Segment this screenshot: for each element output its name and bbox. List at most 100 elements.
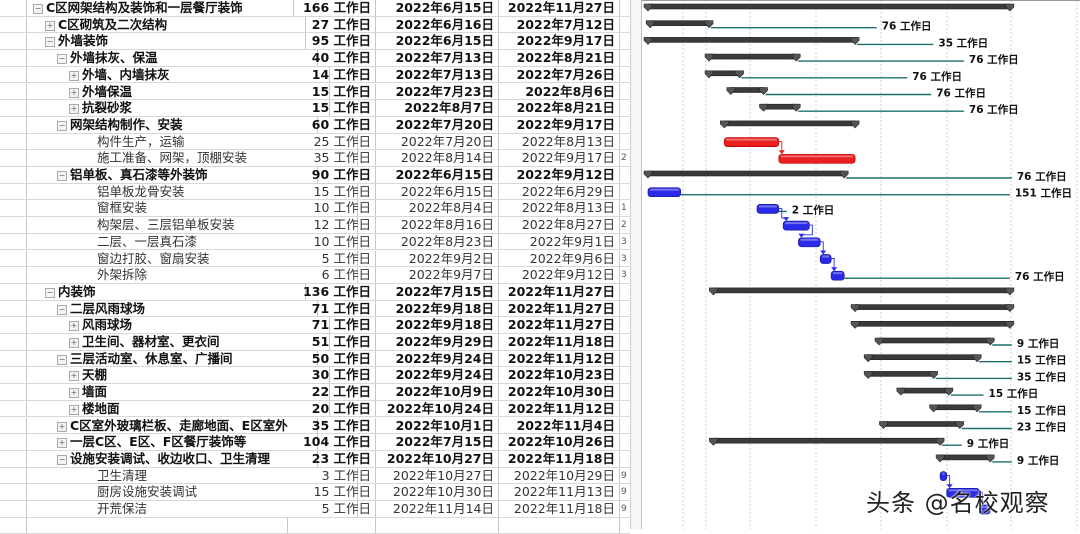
- end-date-cell[interactable]: 2022年8月6日: [500, 83, 620, 100]
- row-header[interactable]: [0, 250, 27, 267]
- end-date-cell[interactable]: 2022年10月30日: [500, 384, 620, 400]
- predecessor-cell[interactable]: 2: [621, 153, 627, 164]
- row-header[interactable]: [0, 334, 27, 350]
- row-header[interactable]: [0, 150, 27, 166]
- row-header[interactable]: [0, 417, 27, 434]
- end-date-cell[interactable]: 2022年11月4日: [500, 417, 620, 434]
- duration-cell[interactable]: 71 工作日: [288, 317, 376, 333]
- task-name-cell[interactable]: 厨房设施安装调试: [27, 484, 358, 500]
- start-date-cell[interactable]: 2022年9月18日: [377, 300, 499, 317]
- predecessor-cell[interactable]: 3: [621, 236, 627, 247]
- duration-cell[interactable]: 5 工作日: [288, 501, 376, 517]
- task-row[interactable]: − 三层活动室、休息室、广播间 50 工作日 2022年9月24日 2022年11月12…: [0, 350, 630, 368]
- task-name-cell[interactable]: 铝单板龙骨安装: [27, 183, 358, 200]
- start-date-cell[interactable]: 2022年10月27日: [377, 467, 499, 484]
- task-name-cell[interactable]: + 抗裂砂浆: [27, 100, 330, 116]
- task-row[interactable]: 二层、一层真石漆 10 工作日 2022年8月23日 2022年9月1日 3: [0, 233, 630, 251]
- end-date-cell[interactable]: 2022年11月18日: [500, 501, 620, 517]
- predecessor-cell[interactable]: 3: [621, 270, 627, 281]
- start-date-cell[interactable]: 2022年6月15日: [377, 183, 499, 200]
- task-row[interactable]: 窗边打胶、窗扇安装 5 工作日 2022年9月2日 2022年9月6日 3: [0, 250, 630, 268]
- expand-icon[interactable]: +: [69, 321, 79, 332]
- task-name-cell[interactable]: 施工准备、网架，顶棚安装: [27, 150, 358, 166]
- end-date-cell[interactable]: 2022年11月27日: [500, 0, 620, 16]
- end-date-cell[interactable]: 2022年11月12日: [500, 350, 620, 367]
- expand-icon[interactable]: +: [69, 104, 79, 115]
- start-date-cell[interactable]: 2022年7月13日: [377, 50, 499, 66]
- empty-cell[interactable]: [500, 517, 620, 534]
- predecessor-cell[interactable]: 3: [621, 253, 627, 264]
- start-date-cell[interactable]: 2022年6月15日: [377, 167, 499, 183]
- start-date-cell[interactable]: 2022年10月1日: [377, 417, 499, 434]
- task-row[interactable]: 构架层、三层铝单板安装 12 工作日 2022年8月16日 2022年8月27日 2: [0, 217, 630, 234]
- predecessor-cell[interactable]: [621, 17, 630, 33]
- end-date-cell[interactable]: 2022年11月27日: [500, 300, 620, 317]
- split-divider[interactable]: [630, 0, 642, 529]
- end-date-cell[interactable]: 2022年9月17日: [500, 33, 620, 50]
- task-row[interactable]: + 外墙、内墙抹灰 14 工作日 2022年7月13日 2022年7月26日: [0, 66, 630, 84]
- duration-cell[interactable]: 95 工作日: [288, 33, 376, 50]
- predecessor-cell[interactable]: [621, 334, 630, 350]
- row-header[interactable]: [0, 33, 27, 50]
- end-date-cell[interactable]: 2022年9月12日: [500, 267, 620, 283]
- start-date-cell[interactable]: 2022年9月24日: [377, 367, 499, 384]
- duration-cell[interactable]: 104 工作日: [288, 434, 376, 450]
- expand-icon[interactable]: +: [69, 87, 79, 98]
- duration-cell[interactable]: 15 工作日: [288, 484, 376, 500]
- task-name-cell[interactable]: + 卫生间、器材室、更衣间: [27, 334, 330, 350]
- task-row[interactable]: 开荒保洁 5 工作日 2022年11月14日 2022年11月18日 9: [0, 501, 630, 518]
- start-date-cell[interactable]: 2022年10月24日: [377, 400, 499, 417]
- task-name-cell[interactable]: 窗边打胶、窗扇安装: [27, 250, 358, 267]
- row-header[interactable]: [0, 450, 27, 467]
- predecessor-cell[interactable]: [621, 33, 630, 49]
- duration-cell[interactable]: 23 工作日: [288, 450, 376, 467]
- duration-cell[interactable]: 15 工作日: [288, 183, 376, 200]
- predecessor-cell[interactable]: [621, 351, 630, 367]
- duration-cell[interactable]: 15 工作日: [288, 100, 376, 116]
- row-header[interactable]: [0, 183, 27, 200]
- task-row[interactable]: − 内装饰 136 工作日 2022年7月15日 2022年11月27日: [0, 283, 630, 301]
- predecessor-cell[interactable]: [621, 134, 630, 150]
- predecessor-cell[interactable]: [621, 167, 630, 183]
- row-header[interactable]: [0, 267, 27, 283]
- predecessor-cell[interactable]: [621, 67, 630, 83]
- duration-cell[interactable]: 6 工作日: [288, 267, 376, 283]
- expand-icon[interactable]: +: [57, 438, 67, 449]
- row-header[interactable]: [0, 167, 27, 183]
- row-header[interactable]: [0, 317, 27, 333]
- task-name-cell[interactable]: 构件生产，运输: [27, 133, 358, 150]
- end-date-cell[interactable]: 2022年8月13日: [500, 133, 620, 150]
- end-date-cell[interactable]: 2022年9月17日: [500, 150, 620, 166]
- start-date-cell[interactable]: 2022年7月20日: [377, 133, 499, 150]
- predecessor-cell[interactable]: [621, 367, 630, 383]
- collapse-icon[interactable]: −: [57, 54, 67, 65]
- task-name-cell[interactable]: 二层、一层真石漆: [27, 233, 358, 250]
- collapse-icon[interactable]: −: [45, 287, 55, 298]
- empty-cell[interactable]: [377, 517, 499, 534]
- duration-cell[interactable]: 50 工作日: [288, 350, 376, 367]
- task-row[interactable]: 外架拆除 6 工作日 2022年9月7日 2022年9月12日 3: [0, 267, 630, 284]
- predecessor-cell[interactable]: [621, 0, 630, 16]
- task-name-cell[interactable]: + C区砌筑及二次结构: [27, 16, 306, 33]
- task-name-cell[interactable]: + 外墙、内墙抹灰: [27, 66, 330, 83]
- row-header[interactable]: [0, 233, 27, 250]
- task-name-cell[interactable]: + 楼地面: [27, 400, 330, 417]
- empty-cell[interactable]: [288, 517, 376, 534]
- task-name-cell[interactable]: 卫生清理: [27, 467, 358, 484]
- predecessor-cell[interactable]: [621, 317, 630, 333]
- duration-cell[interactable]: 27 工作日: [288, 16, 376, 33]
- end-date-cell[interactable]: 2022年11月12日: [500, 400, 620, 417]
- duration-cell[interactable]: 90 工作日: [288, 167, 376, 183]
- collapse-icon[interactable]: −: [57, 304, 67, 315]
- end-date-cell[interactable]: 2022年11月13日: [500, 484, 620, 500]
- task-name-cell[interactable]: + 外墙保温: [27, 83, 330, 100]
- start-date-cell[interactable]: 2022年6月15日: [377, 0, 499, 16]
- start-date-cell[interactable]: 2022年8月4日: [377, 200, 499, 217]
- collapse-icon[interactable]: −: [57, 354, 67, 365]
- task-row[interactable]: 构件生产，运输 25 工作日 2022年7月20日 2022年8月13日: [0, 133, 630, 151]
- collapse-icon[interactable]: −: [57, 171, 67, 181]
- end-date-cell[interactable]: 2022年10月29日: [500, 467, 620, 484]
- duration-cell[interactable]: 71 工作日: [288, 300, 376, 317]
- task-row[interactable]: + C区砌筑及二次结构 27 工作日 2022年6月16日 2022年7月12日: [0, 16, 630, 34]
- end-date-cell[interactable]: 2022年11月18日: [500, 334, 620, 350]
